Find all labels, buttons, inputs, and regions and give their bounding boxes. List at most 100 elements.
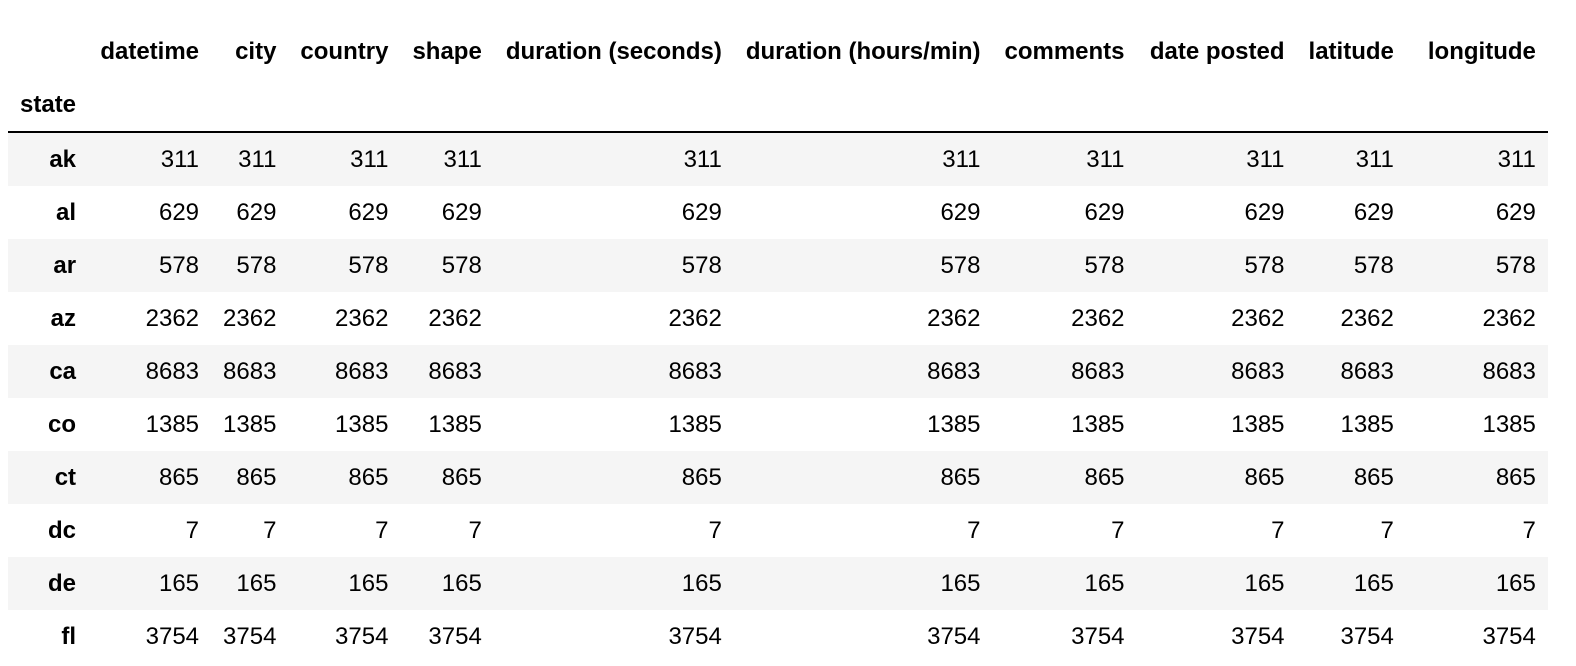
row-index-label: ar	[53, 251, 77, 279]
table-cell: 3754	[1071, 622, 1125, 650]
column-header-country: country	[300, 37, 389, 65]
table-cell: 578	[681, 251, 722, 279]
table-cell: 865	[441, 463, 482, 491]
table-cell: 7	[967, 516, 981, 544]
table-row: co 1385 1385 1385 1385 1385 1385 1385 1385 1385 13…	[8, 398, 1548, 451]
column-header-duration-hours-min: duration (hours/min)	[745, 37, 981, 65]
row-index-label: al	[56, 198, 77, 226]
table-cell: 2362	[145, 304, 200, 332]
table-cell: 8683	[428, 357, 482, 385]
table-cell: 3754	[145, 622, 200, 650]
table-cell: 165	[1244, 569, 1285, 597]
table-cell: 3754	[927, 622, 981, 650]
table-cell: 165	[348, 569, 389, 597]
column-header-shape: shape	[412, 37, 482, 65]
table-row: al 629 629 629 629 629 629 629 629 629 629	[8, 186, 1548, 239]
table-row: ct 865 865 865 865 865 865 865 865 865 865	[8, 451, 1548, 504]
row-index-label: dc	[48, 516, 77, 544]
table-cell: 8683	[1071, 357, 1125, 385]
table-row: ak 311 311 311 311 311 311 311 311 311 311	[8, 132, 1548, 186]
table-cell: 578	[1495, 251, 1536, 279]
table-cell: 1385	[927, 410, 981, 438]
table-cell: 3754	[1482, 622, 1536, 650]
table-cell: 629	[1244, 198, 1285, 226]
column-header-comments: comments	[1004, 37, 1125, 65]
table-cell: 1385	[145, 410, 200, 438]
table-cell: 2362	[668, 304, 722, 332]
table-cell: 578	[1244, 251, 1285, 279]
table-row: de 165 165 165 165 165 165 165 165 165 165	[8, 557, 1548, 610]
table-cell: 1385	[1231, 410, 1285, 438]
table-cell: 165	[681, 569, 722, 597]
table-cell: 3754	[1231, 622, 1285, 650]
table-cell: 8683	[1482, 357, 1536, 385]
row-index-label: fl	[61, 622, 77, 650]
index-name-row: state	[8, 78, 1548, 132]
table-cell: 7	[263, 516, 277, 544]
table-cell: 7	[1522, 516, 1536, 544]
table-cell: 1385	[668, 410, 722, 438]
table-cell: 1385	[428, 410, 482, 438]
table-row: ca 8683 8683 8683 8683 8683 8683 8683 8683 8683 86…	[8, 345, 1548, 398]
table-cell: 165	[1353, 569, 1394, 597]
table-cell: 165	[441, 569, 482, 597]
table-cell: 629	[158, 198, 200, 226]
table-cell: 8683	[1340, 357, 1394, 385]
table-cell: 2362	[223, 304, 277, 332]
table-cell: 2362	[1231, 304, 1285, 332]
table-row: fl 3754 3754 3754 3754 3754 3754 3754 3754 3754 37…	[8, 610, 1548, 663]
table-cell: 165	[1084, 569, 1125, 597]
table-cell: 865	[1084, 463, 1125, 491]
table-cell: 865	[348, 463, 389, 491]
table-cell: 8683	[668, 357, 722, 385]
table-cell: 311	[350, 145, 389, 173]
table-cell: 865	[158, 463, 200, 491]
table-cell: 629	[940, 198, 981, 226]
table-cell: 2362	[1071, 304, 1125, 332]
table-cell: 8683	[1231, 357, 1285, 385]
row-index-label: ca	[49, 357, 77, 385]
table-cell: 1385	[335, 410, 389, 438]
table-cell: 865	[1495, 463, 1536, 491]
table-header: datetime city country shape duration (se…	[8, 25, 1548, 132]
table-row: dc 7 7 7 7 7 7 7 7 7 7	[8, 504, 1548, 557]
table-cell: 578	[236, 251, 277, 279]
row-index-label: az	[50, 304, 77, 332]
table-cell: 165	[940, 569, 981, 597]
table-cell: 2362	[1340, 304, 1394, 332]
table-cell: 629	[1353, 198, 1394, 226]
column-header-row: datetime city country shape duration (se…	[8, 25, 1548, 78]
index-name-label: state	[20, 90, 77, 118]
table-cell: 2362	[927, 304, 981, 332]
table-cell: 311	[443, 145, 482, 173]
table-cell: 311	[942, 145, 981, 173]
table-cell: 2362	[335, 304, 389, 332]
table-cell: 865	[940, 463, 981, 491]
table-cell: 311	[160, 145, 200, 173]
table-cell: 578	[1084, 251, 1125, 279]
table-cell: 629	[236, 198, 277, 226]
table-cell: 1385	[223, 410, 277, 438]
column-header-longitude: longitude	[1427, 37, 1536, 65]
table-cell: 865	[236, 463, 277, 491]
table-cell: 3754	[668, 622, 722, 650]
row-index-label: de	[48, 569, 77, 597]
table-row: az 2362 2362 2362 2362 2362 2362 2362 2362 2362 23…	[8, 292, 1548, 345]
dataframe-table: datetime city country shape duration (se…	[8, 25, 1548, 663]
row-index-label: ak	[49, 145, 77, 173]
table-cell: 578	[441, 251, 482, 279]
table-cell: 578	[348, 251, 389, 279]
table-cell: 7	[1271, 516, 1285, 544]
index-corner-cell	[8, 25, 88, 78]
table-cell: 3754	[335, 622, 389, 650]
table-cell: 8683	[145, 357, 200, 385]
table-cell: 311	[1497, 145, 1536, 173]
table-cell: 865	[1244, 463, 1285, 491]
table-cell: 8683	[335, 357, 389, 385]
table-cell: 3754	[428, 622, 482, 650]
table-cell: 7	[375, 516, 389, 544]
column-header-duration-seconds: duration (seconds)	[505, 37, 722, 65]
column-header-datetime: datetime	[100, 37, 200, 65]
table-cell: 1385	[1071, 410, 1125, 438]
row-index-label: co	[48, 410, 77, 438]
